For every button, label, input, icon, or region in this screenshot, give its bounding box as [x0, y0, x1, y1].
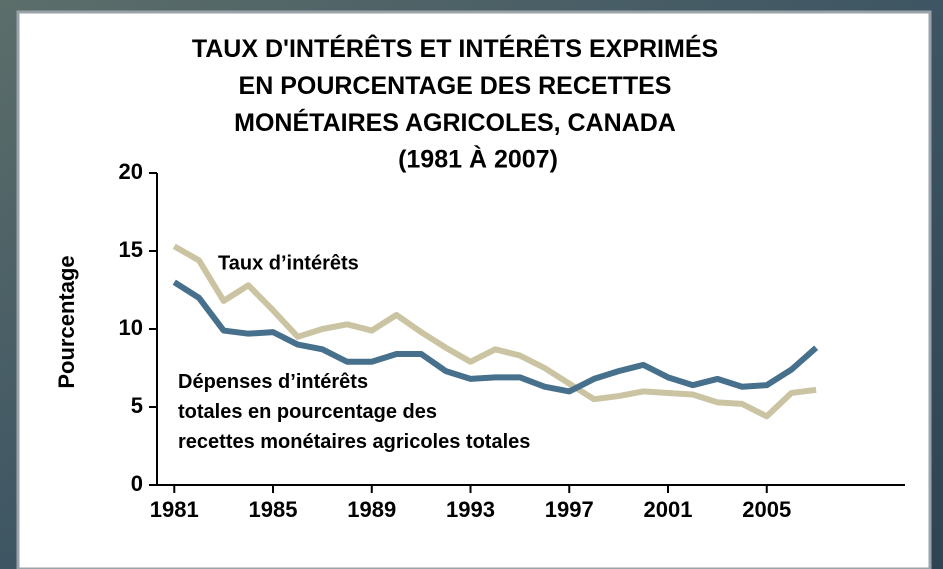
panel [16, 10, 932, 569]
y-tick-label: 20 [119, 159, 143, 184]
y-tick-label: 10 [119, 315, 143, 340]
x-tick-label: 1989 [347, 497, 396, 522]
y-tick-label: 5 [131, 393, 143, 418]
y-tick-label: 0 [131, 471, 143, 496]
x-tick-label: 1981 [150, 497, 199, 522]
series-line [172, 243, 817, 420]
x-tick-label: 2001 [644, 497, 693, 522]
x-tick-label: 2005 [742, 497, 791, 522]
series-line [172, 279, 819, 395]
x-tick-label: 1997 [545, 497, 594, 522]
chart-subtitle: (1981 À 2007) [398, 145, 558, 174]
y-tick-label: 15 [119, 237, 143, 262]
x-tick-label: 1985 [249, 497, 298, 522]
x-tick-label: 1993 [446, 497, 495, 522]
chart-title: TAUX D'INTÉRÊTS ET INTÉRÊTS EXPRIMÉS EN P… [192, 33, 718, 137]
legend-label: Dépenses d’intérêts totales en pourcentag… [178, 371, 530, 453]
legend-label: Taux d’intérêts [218, 252, 359, 274]
y-axis-label: Pourcentage [54, 255, 79, 388]
